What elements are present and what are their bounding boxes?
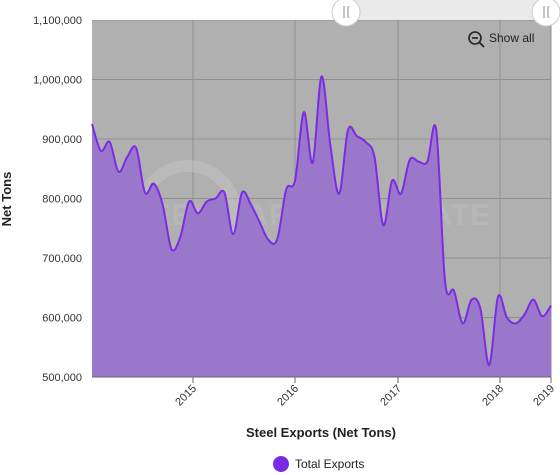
navigator-right-handle[interactable]: [531, 0, 560, 27]
show-all-button[interactable]: Show all: [468, 31, 534, 48]
show-all-label: Show all: [489, 31, 534, 45]
x-tick-label: 2016: [275, 383, 301, 409]
y-tick-label: 500,000: [42, 372, 82, 384]
y-axis-title: Net Tons: [0, 172, 14, 227]
series-area-total-exports: [92, 76, 551, 377]
y-tick-label: 600,000: [42, 313, 82, 325]
y-axis-ticks: 1,100,000 1,000,000 900,000 800,000 700,000 6…: [33, 15, 82, 384]
x-axis-ticks: 2015 2016 2017 2018 2019: [173, 377, 557, 408]
x-tick-label: 2015: [173, 383, 199, 409]
y-tick-label: 1,100,000: [33, 15, 82, 27]
legend-marker-total-exports: [273, 456, 289, 472]
y-tick-label: 800,000: [42, 194, 82, 206]
legend[interactable]: Total Exports: [273, 456, 364, 472]
zoom-out-icon: [468, 31, 482, 45]
zoom-out-icon-handle: [478, 41, 485, 48]
navigator-selection[interactable]: [345, 0, 545, 20]
legend-label-total-exports: Total Exports: [295, 457, 364, 471]
x-axis-title: Steel Exports (Net Tons): [246, 425, 396, 440]
x-tick-label: 2018: [480, 383, 506, 409]
y-tick-label: 1,000,000: [33, 75, 82, 87]
x-tick-label: 2017: [378, 383, 404, 409]
y-tick-label: 900,000: [42, 134, 82, 146]
y-tick-label: 700,000: [42, 253, 82, 265]
x-tick-label: 2019: [531, 383, 557, 409]
navigator-left-handle[interactable]: [331, 0, 361, 27]
series-line-total-exports: [91, 75, 552, 367]
